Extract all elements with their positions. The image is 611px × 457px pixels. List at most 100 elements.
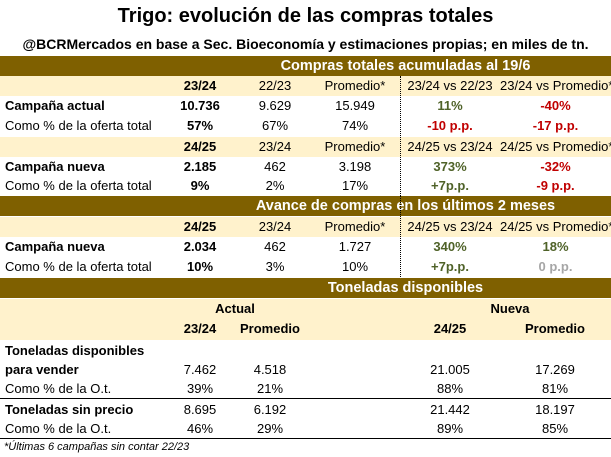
cell: 18.197 [535, 402, 575, 417]
col-header: Promedio* [324, 219, 386, 234]
cell: -10 p.p. [427, 118, 473, 133]
col-header: Promedio* [324, 78, 386, 93]
row-label: Toneladas disponibles [5, 343, 145, 358]
cell: 15.949 [335, 98, 375, 113]
cell: +7p.p. [431, 178, 469, 193]
col-header: 23/24 [183, 321, 217, 336]
section-header-avance: Avance de compras en los últimos 2 meses [0, 196, 611, 216]
cell: 10.736 [180, 98, 220, 113]
cell: 17% [341, 178, 369, 193]
cell: 8.695 [183, 402, 217, 417]
column-header-row: 24/25 23/24 Promedio* 24/25 vs 23/24 24/25 v… [0, 217, 611, 237]
cell: 29% [256, 421, 284, 436]
divider [0, 398, 611, 399]
cell: 0 p.p. [538, 259, 573, 274]
cell: +7p.p. [431, 259, 469, 274]
cell: 373% [433, 159, 467, 174]
cell: 1.727 [338, 239, 372, 254]
cell: 9% [190, 178, 210, 193]
cell: 18% [542, 239, 569, 254]
cell: 85% [541, 421, 569, 436]
cell: 21.005 [430, 362, 470, 377]
col-header: 24/25 vs 23/24 [407, 219, 493, 234]
cell: 2.034 [183, 239, 217, 254]
cell: 74% [341, 118, 369, 133]
cell: 2% [265, 178, 285, 193]
chart-title: Trigo: evolución de las compras totales [117, 5, 494, 27]
cell: 11% [437, 98, 463, 113]
cell: 3.198 [338, 159, 372, 174]
cell: 88% [436, 381, 464, 396]
col-header: 24/25 [433, 321, 467, 336]
cell: 10% [341, 259, 369, 274]
table-row: Como % de la O.t. 39% 21% 88% 81% [0, 379, 611, 399]
cell: 3% [265, 259, 285, 274]
row-label: Como % de la O.t. [5, 381, 112, 396]
row-label: para vender [5, 362, 79, 377]
col-header: 24/25 vs Promedio* [500, 219, 611, 234]
group-header-actual: Actual [215, 301, 255, 316]
divider [400, 76, 401, 196]
cell: -9 p.p. [536, 178, 575, 193]
cell: 462 [264, 239, 286, 254]
col-header: Promedio* [324, 139, 386, 154]
col-header: 24/25 vs 23/24 [407, 139, 493, 154]
row-label: Campaña actual [5, 98, 105, 113]
table-row: Como % de la oferta total 9% 2% 17% +7p.p. -9… [0, 176, 611, 196]
subtitle: @BCRMercados en base a Sec. Bioeconomía … [22, 36, 589, 52]
row-label: Como % de la oferta total [5, 118, 152, 133]
cell: 67% [261, 118, 289, 133]
cell: 81% [541, 381, 569, 396]
row-label: Como % de la O.t. [5, 421, 112, 436]
cell: 17.269 [535, 362, 575, 377]
cell: 4.518 [253, 362, 287, 377]
section-title: Avance de compras en los últimos 2 meses [255, 198, 556, 214]
section-header-compras: Compras totales acumuladas al 19/6 [0, 56, 611, 76]
cell: 9.629 [258, 98, 292, 113]
col-header: Promedio [240, 321, 300, 336]
divider [0, 438, 611, 439]
row-label: Como % de la oferta total [5, 178, 152, 193]
col-header: 23/24 [183, 78, 217, 93]
cell: 2.185 [183, 159, 217, 174]
col-header: 23/24 vs 22/23 [407, 78, 493, 93]
group-header-row: Actual Nueva [0, 299, 611, 319]
cell: 21.442 [430, 402, 470, 417]
col-header: 22/23 [258, 78, 292, 93]
section-header-toneladas: Toneladas disponibles [0, 278, 611, 298]
cell: 57% [186, 118, 214, 133]
section-title: Toneladas disponibles [327, 280, 484, 296]
table-row: Toneladas sin precio 8.695 6.192 21.442 18.1… [0, 400, 611, 420]
section-title: Compras totales acumuladas al 19/6 [280, 58, 531, 74]
cell: 89% [436, 421, 464, 436]
cell: 21% [256, 381, 284, 396]
row-label: Toneladas sin precio [5, 402, 134, 417]
table-row: Como % de la O.t. 46% 29% 89% 85% [0, 419, 611, 439]
col-header: 24/25 [183, 219, 217, 234]
col-header: 24/25 vs Promedio* [500, 139, 611, 154]
cell: -17 p.p. [532, 118, 579, 133]
cell: 7.462 [183, 362, 217, 377]
col-header: 23/24 [258, 219, 292, 234]
col-header: 23/24 [258, 139, 292, 154]
table-row: Campaña nueva 2.185 462 3.198 373% -32% [0, 157, 611, 177]
cell: 462 [264, 159, 286, 174]
table-row: Como % de la oferta total 57% 67% 74% -10 p.… [0, 116, 611, 136]
cell: -32% [540, 159, 571, 174]
table-row: Campaña nueva 2.034 462 1.727 340% 18% [0, 237, 611, 257]
cell: 340% [433, 239, 467, 254]
cell: 10% [186, 259, 214, 274]
column-header-row: 23/24 Promedio 24/25 Promedio [0, 319, 611, 340]
cell: 39% [186, 381, 214, 396]
footnote: *Últimas 6 campañas sin contar 22/23 [4, 441, 190, 453]
table-row: Toneladas disponibles [0, 341, 611, 361]
row-label: Campaña nueva [5, 239, 105, 254]
table-row: Campaña actual 10.736 9.629 15.949 11% -40% [0, 96, 611, 116]
cell: 46% [186, 421, 214, 436]
cell: 6.192 [253, 402, 287, 417]
row-label: Campaña nueva [5, 159, 105, 174]
divider [400, 196, 401, 277]
row-label: Como % de la oferta total [5, 259, 152, 274]
col-header: 23/24 vs Promedio* [500, 78, 611, 93]
column-header-row: 24/25 23/24 Promedio* 24/25 vs 23/24 24/25 v… [0, 137, 611, 157]
